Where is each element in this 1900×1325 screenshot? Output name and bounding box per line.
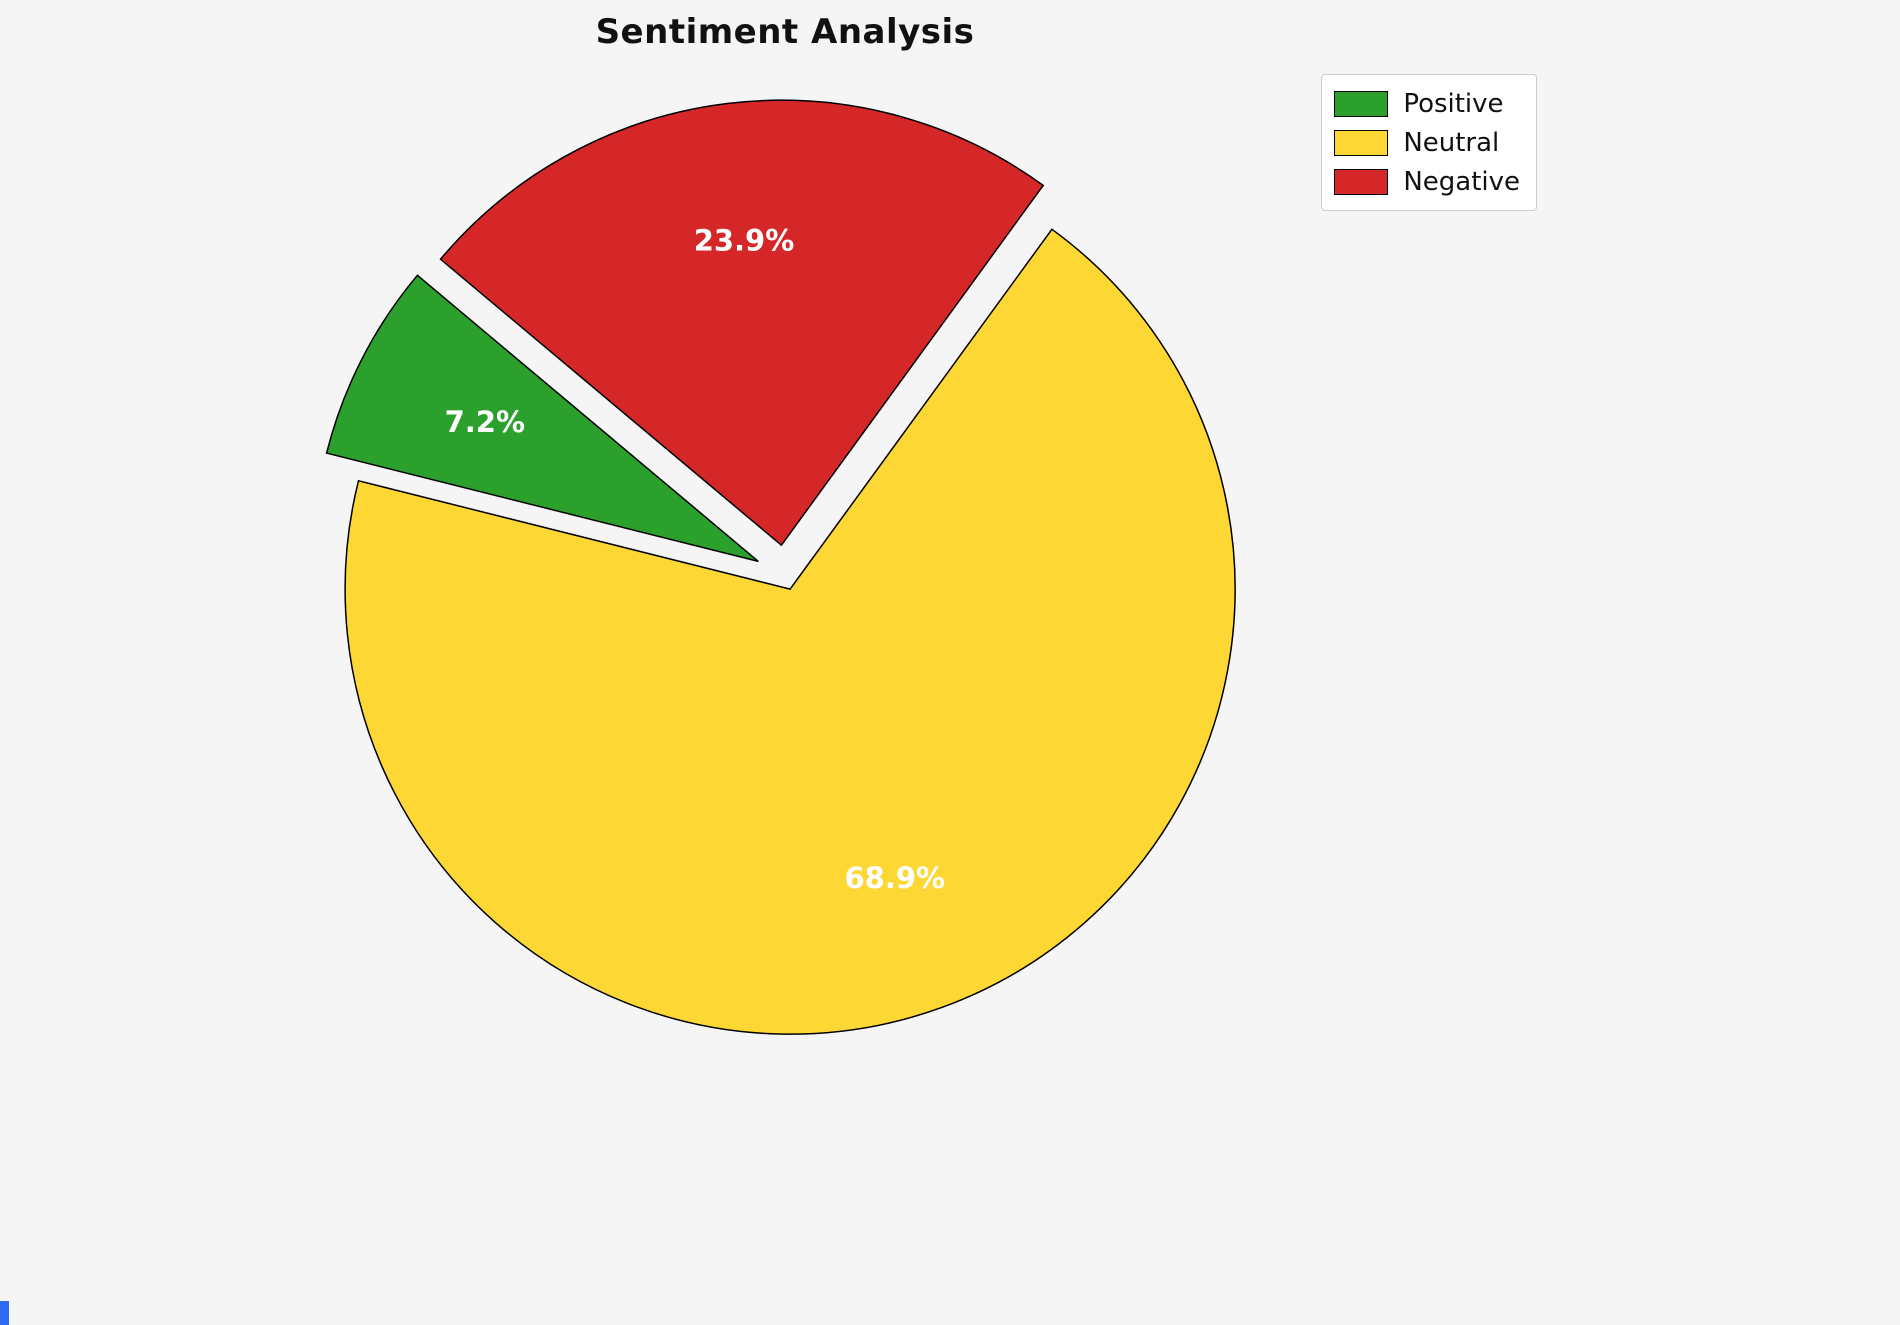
legend-swatch-positive bbox=[1334, 90, 1389, 117]
legend-item-neutral: Neutral bbox=[1334, 123, 1520, 162]
legend-label-negative: Negative bbox=[1403, 166, 1520, 197]
pie-slice-negative bbox=[439, 99, 1045, 547]
legend-swatch-negative bbox=[1334, 168, 1389, 195]
legend-item-negative: Negative bbox=[1334, 162, 1520, 201]
pie-slice-positive bbox=[325, 274, 759, 563]
pie-value-label-positive: 7.2% bbox=[445, 405, 525, 439]
chart-title: Sentiment Analysis bbox=[595, 12, 975, 52]
legend-swatch-neutral bbox=[1334, 129, 1389, 156]
pie-value-label-neutral: 68.9% bbox=[844, 861, 945, 895]
pie-slices-group bbox=[325, 99, 1236, 1035]
corner-accent bbox=[0, 1301, 9, 1325]
pie-labels-group: 7.2% 68.9% 23.9% bbox=[445, 224, 946, 895]
legend: Positive Neutral Negative bbox=[1321, 74, 1537, 211]
legend-label-neutral: Neutral bbox=[1403, 127, 1500, 158]
legend-item-positive: Positive bbox=[1334, 84, 1520, 123]
legend-label-positive: Positive bbox=[1403, 88, 1504, 119]
pie-slice-neutral bbox=[344, 228, 1236, 1035]
pie-value-label-negative: 23.9% bbox=[694, 224, 795, 258]
